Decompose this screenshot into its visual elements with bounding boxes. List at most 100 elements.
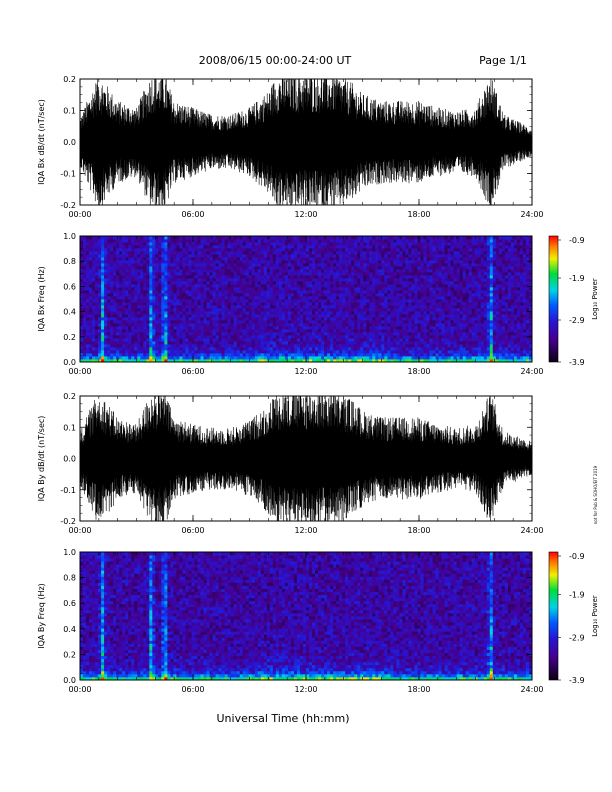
spectrogram-cell — [233, 260, 238, 264]
spectrogram-cell — [257, 299, 262, 303]
spectrogram-cell — [125, 323, 129, 327]
spectrogram-cell — [188, 248, 192, 252]
spectrogram-cell — [393, 332, 397, 336]
spectrogram-cell — [80, 293, 84, 297]
spectrogram-cell — [98, 347, 102, 351]
spectrogram-cell — [275, 320, 280, 324]
spectrogram-cell — [417, 308, 421, 312]
spectrogram-cell — [318, 332, 322, 336]
spectrogram-cell — [315, 356, 319, 360]
spectrogram-cell — [411, 317, 415, 321]
spectrogram-cell — [245, 293, 250, 297]
spectrogram-cell — [149, 251, 153, 255]
spectrogram-cell — [140, 242, 144, 246]
spectrogram-cell — [206, 254, 210, 258]
spectrogram-cell — [254, 272, 259, 276]
spectrogram-cell — [110, 287, 114, 291]
spectrogram-cell — [218, 347, 223, 351]
spectrogram-cell — [125, 299, 129, 303]
spectrogram-cell — [227, 251, 232, 255]
spectrogram-cell — [321, 317, 325, 321]
spectrogram-cell — [399, 245, 403, 249]
spectrogram-cell — [95, 344, 99, 348]
spectrogram-cell — [263, 281, 268, 285]
spectrogram-cell — [140, 248, 144, 252]
spectrogram-cell — [200, 335, 204, 339]
spectrogram-cell — [306, 248, 310, 252]
spectrogram-cell — [215, 269, 220, 273]
spectrogram-cell — [260, 236, 265, 240]
spectrogram-cell — [98, 242, 102, 246]
spectrogram-cell — [342, 317, 346, 321]
spectrogram-cell — [176, 344, 180, 348]
spectrogram-cell — [345, 350, 349, 354]
spectrogram-cell — [188, 260, 192, 264]
spectrogram-cell — [318, 278, 322, 282]
spectrogram-cell — [167, 251, 171, 255]
spectrogram-cell — [218, 359, 223, 362]
spectrogram-cell — [348, 320, 352, 324]
spectrogram-cell — [254, 347, 259, 351]
spectrogram-cell — [125, 272, 129, 276]
spectrogram-cell — [101, 254, 105, 258]
spectrogram-cell — [95, 338, 99, 342]
spectrogram-cell — [369, 293, 373, 297]
spectrogram-cell — [284, 347, 289, 351]
spectrogram-cell — [182, 305, 186, 309]
spectrogram-cell — [266, 320, 271, 324]
spectrogram-cell — [122, 272, 126, 276]
spectrogram-cell — [366, 263, 370, 267]
spectrogram-cell — [372, 248, 376, 252]
spectrogram-cell — [299, 266, 304, 270]
spectrogram-cell — [366, 347, 370, 351]
spectrogram-cell — [333, 299, 337, 303]
spectrogram-cell — [182, 302, 186, 306]
spectrogram-cell — [119, 326, 123, 330]
spectrogram-cell — [155, 251, 159, 255]
spectrogram-cell — [203, 239, 207, 243]
spectrogram-cell — [363, 311, 367, 315]
spectrogram-cell — [176, 317, 180, 321]
spectrogram-cell — [336, 257, 340, 261]
spectrogram-cell — [345, 308, 349, 312]
spectrogram-cell — [296, 281, 301, 285]
spectrogram-cell — [339, 263, 343, 267]
spectrogram-cell — [242, 320, 247, 324]
spectrogram-cell — [296, 302, 301, 306]
spectrogram-cell — [284, 302, 289, 306]
spectrogram-cell — [348, 272, 352, 276]
spectrogram-cell — [315, 320, 319, 324]
spectrogram-cell — [185, 290, 189, 294]
spectrogram-cell — [227, 356, 232, 360]
spectrogram-cell — [185, 317, 189, 321]
spectrogram-cell — [98, 254, 102, 258]
spectrogram-cell — [215, 326, 220, 330]
spectrogram-cell — [381, 350, 385, 354]
spectrogram-cell — [324, 302, 328, 306]
spectrogram-cell — [366, 332, 370, 336]
spectrogram-cell — [203, 263, 207, 267]
spectrogram-cell — [101, 323, 105, 327]
spectrogram-cell — [236, 320, 241, 324]
spectrogram-cell — [324, 305, 328, 309]
spectrogram-cell — [224, 317, 229, 321]
spectrogram-cell — [125, 260, 129, 264]
spectrogram-cell — [251, 323, 256, 327]
spectrogram-cell — [92, 242, 96, 246]
spectrogram-cell — [113, 323, 117, 327]
spectrogram-cell — [89, 335, 93, 339]
spectrogram-cell — [107, 248, 111, 252]
spectrogram-cell — [381, 275, 385, 279]
spectrogram-cell — [212, 356, 216, 360]
spectrogram-cell — [287, 269, 292, 273]
spectrogram-cell — [89, 356, 93, 360]
spectrogram-cell — [405, 251, 409, 255]
spectrogram-cell — [423, 251, 427, 255]
spectrogram-cell — [137, 332, 141, 336]
spectrogram-cell — [170, 344, 174, 348]
spectrogram-cell — [242, 353, 247, 357]
spectrogram-cell — [378, 323, 382, 327]
spectrogram-cell — [336, 248, 340, 252]
spectrogram-cell — [215, 290, 220, 294]
spectrogram-cell — [272, 347, 277, 351]
